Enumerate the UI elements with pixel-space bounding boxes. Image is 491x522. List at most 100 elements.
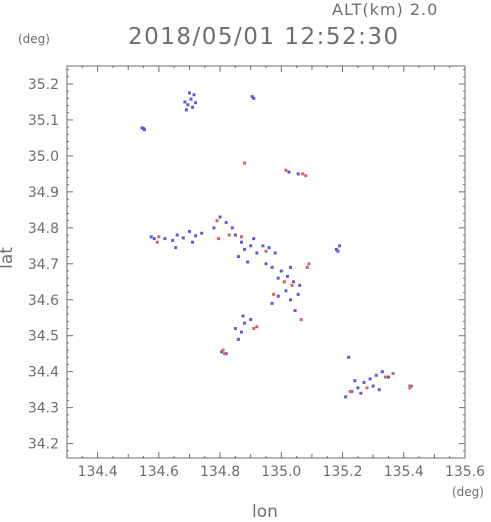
data-point bbox=[290, 283, 294, 287]
y-tick-label: 34.2 bbox=[28, 437, 59, 453]
data-point bbox=[224, 352, 228, 356]
data-point bbox=[223, 352, 227, 356]
data-point bbox=[377, 388, 381, 392]
data-point bbox=[233, 233, 237, 237]
y-tick-label: 34.8 bbox=[28, 221, 59, 237]
data-point bbox=[227, 233, 231, 237]
data-point bbox=[215, 219, 219, 223]
data-point bbox=[298, 283, 302, 287]
x-tick-label: 134.6 bbox=[139, 464, 179, 480]
data-point bbox=[267, 246, 271, 250]
data-point bbox=[408, 386, 412, 390]
x-tick-label: 135.4 bbox=[384, 464, 424, 480]
chart-subtitle: ALT(km) 2.0 bbox=[332, 0, 439, 19]
data-point bbox=[359, 391, 363, 395]
data-point bbox=[368, 377, 372, 381]
x-tick-label: 135.6 bbox=[445, 464, 485, 480]
data-point bbox=[292, 280, 296, 284]
chart-title: 2018/05/01 12:52:30 bbox=[128, 24, 400, 50]
data-point bbox=[236, 255, 240, 259]
data-point bbox=[163, 237, 167, 241]
data-point bbox=[252, 237, 256, 241]
data-point bbox=[249, 244, 253, 248]
data-point bbox=[249, 318, 253, 322]
data-point bbox=[252, 96, 256, 100]
y-tick-label: 34.4 bbox=[28, 365, 59, 381]
data-point bbox=[273, 251, 277, 255]
y-tick-label: 34.7 bbox=[28, 257, 59, 273]
data-point bbox=[284, 289, 288, 293]
data-point bbox=[255, 325, 259, 329]
data-point bbox=[191, 105, 195, 109]
data-point bbox=[186, 103, 190, 107]
data-point bbox=[140, 126, 144, 130]
x-axis-label: lon bbox=[252, 502, 278, 522]
data-point bbox=[192, 93, 196, 97]
data-point bbox=[282, 280, 286, 284]
data-point bbox=[350, 389, 354, 393]
data-point bbox=[157, 235, 161, 239]
data-point bbox=[240, 330, 244, 334]
x-tick-label: 135.2 bbox=[322, 464, 362, 480]
data-point bbox=[183, 100, 187, 104]
data-point bbox=[301, 172, 305, 176]
data-point bbox=[142, 128, 146, 132]
data-point bbox=[221, 348, 225, 352]
data-point bbox=[353, 379, 357, 383]
data-point bbox=[261, 244, 265, 248]
data-point bbox=[336, 249, 340, 253]
data-point bbox=[152, 237, 156, 241]
y-tick-label: 34.9 bbox=[28, 185, 59, 201]
data-point bbox=[270, 265, 274, 269]
data-point bbox=[233, 327, 237, 331]
data-point bbox=[356, 386, 360, 390]
data-point bbox=[175, 233, 179, 237]
data-point bbox=[243, 247, 247, 251]
data-point bbox=[365, 386, 369, 390]
data-point bbox=[296, 172, 300, 176]
data-point bbox=[240, 240, 244, 244]
data-point bbox=[149, 235, 153, 239]
data-point bbox=[250, 95, 254, 99]
data-point bbox=[305, 265, 309, 269]
data-point bbox=[409, 384, 413, 388]
data-point bbox=[288, 265, 292, 269]
y-axis-label: lat bbox=[0, 247, 17, 269]
data-point bbox=[240, 235, 244, 239]
data-point bbox=[362, 380, 366, 384]
data-point bbox=[299, 318, 303, 322]
data-point bbox=[187, 229, 191, 233]
data-points bbox=[140, 91, 413, 399]
data-point bbox=[255, 251, 259, 255]
data-point bbox=[217, 237, 221, 241]
plot-frame bbox=[66, 65, 466, 459]
data-point bbox=[218, 215, 222, 219]
data-point bbox=[285, 274, 289, 278]
data-point bbox=[264, 249, 268, 253]
data-point bbox=[194, 234, 198, 238]
data-point bbox=[272, 292, 276, 296]
data-point bbox=[189, 97, 193, 101]
x-tick-label: 135.0 bbox=[261, 464, 301, 480]
data-point bbox=[187, 91, 191, 95]
data-point bbox=[304, 174, 308, 178]
data-point bbox=[391, 371, 395, 375]
x-tick-label: 134.8 bbox=[200, 464, 240, 480]
data-point bbox=[383, 375, 387, 379]
data-point bbox=[276, 294, 280, 298]
data-point bbox=[386, 375, 390, 379]
data-point bbox=[284, 168, 288, 172]
data-point bbox=[264, 262, 268, 266]
data-point bbox=[252, 327, 256, 331]
data-point bbox=[344, 395, 348, 399]
data-point bbox=[171, 238, 175, 242]
data-point bbox=[296, 292, 300, 296]
y-tick-label: 34.3 bbox=[28, 401, 59, 417]
data-point bbox=[243, 321, 247, 325]
data-point bbox=[371, 384, 375, 388]
data-point bbox=[334, 247, 338, 251]
y-axis-unit: (deg) bbox=[18, 32, 50, 46]
y-tick-label: 34.5 bbox=[28, 329, 59, 345]
axis-ticks bbox=[66, 66, 466, 459]
